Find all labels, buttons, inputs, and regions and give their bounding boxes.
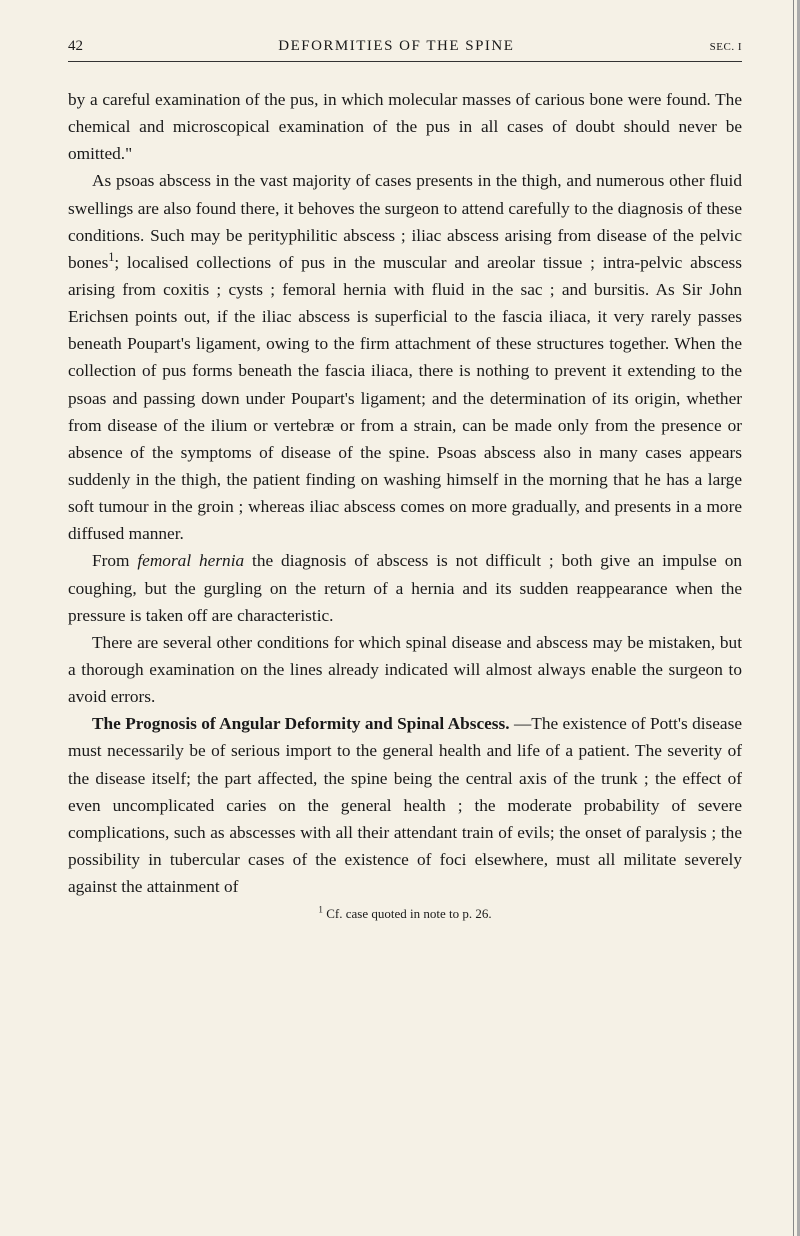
section-label: SEC. I: [710, 41, 742, 53]
paragraph-2-part2: ; localised collections of pus in the mu…: [68, 253, 742, 543]
italic-term: femoral hernia: [137, 551, 244, 570]
page-edge-shadow: [793, 0, 794, 1236]
paragraph-3-part1: From: [92, 551, 137, 570]
paragraph-2: As psoas abscess in the vast majority of…: [68, 167, 742, 547]
body-text: by a careful examination of the pus, in …: [68, 86, 742, 900]
paragraph-5: The Prognosis of Angular Deformity and S…: [68, 710, 742, 900]
section-heading: The Prognosis of Angular Deformity and S…: [92, 714, 510, 733]
paragraph-4: There are several other conditions for w…: [68, 629, 742, 710]
paragraph-5-body: —The existence of Pott's disease must ne…: [68, 714, 742, 896]
running-head: DEFORMITIES OF THE SPINE: [83, 38, 710, 55]
page-number: 42: [68, 38, 83, 55]
footnote: 1 Cf. case quoted in note to p. 26.: [68, 906, 742, 922]
paragraph-1: by a careful examination of the pus, in …: [68, 86, 742, 167]
footnote-text: Cf. case quoted in note to p. 26.: [323, 906, 492, 921]
header-rule: [68, 61, 742, 62]
paragraph-3: From femoral hernia the diagnosis of abs…: [68, 547, 742, 628]
page-container: 42 DEFORMITIES OF THE SPINE SEC. I by a …: [0, 0, 800, 1236]
page-header: 42 DEFORMITIES OF THE SPINE SEC. I: [68, 36, 742, 55]
